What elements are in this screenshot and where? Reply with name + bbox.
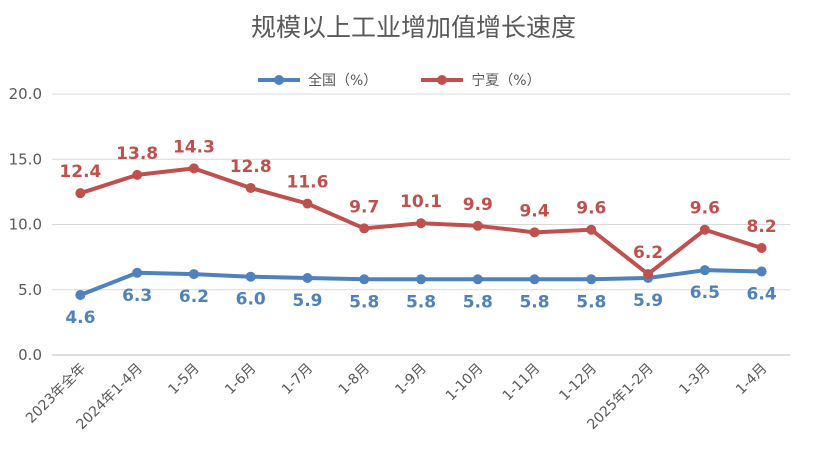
data-point-national [245,271,256,282]
data-label-national: 6.3 [122,286,152,306]
data-point-ningxia [132,169,143,180]
data-point-ningxia [586,224,597,235]
data-point-ningxia [643,269,654,280]
data-label-ningxia: 14.3 [173,137,215,157]
x-tick-label: 1-3月 [676,361,713,398]
data-label-national: 6.5 [690,283,720,303]
legend-item-national[interactable]: 全国（%） [258,70,377,90]
data-label-ningxia: 9.4 [519,201,549,221]
data-point-national [188,269,199,280]
data-point-national [586,274,597,285]
y-tick-label: 15.0 [9,150,42,168]
data-label-ningxia: 11.6 [286,173,328,193]
y-tick-label: 10.0 [9,216,42,234]
data-point-ningxia [699,224,710,235]
data-point-national [75,289,86,300]
x-tick-label: 1-8月 [336,361,373,398]
data-point-ningxia [529,227,540,238]
data-label-ningxia: 8.2 [747,217,777,237]
legend-label-ningxia: 宁夏（%） [471,73,541,89]
data-point-ningxia [188,163,199,174]
data-label-national: 5.9 [292,291,322,311]
data-label-national: 6.0 [236,290,266,310]
data-point-national [756,266,767,277]
data-point-ningxia [756,242,767,253]
data-point-national [699,265,710,276]
legend-item-ningxia[interactable]: 宁夏（%） [421,70,541,90]
data-label-ningxia: 6.2 [633,243,663,263]
data-label-national: 6.2 [179,287,209,307]
data-point-ningxia [416,218,426,229]
data-label-national: 4.6 [65,308,95,328]
data-label-national: 5.9 [633,291,663,311]
data-label-national: 5.8 [406,292,436,312]
data-point-national [529,274,540,285]
data-point-ningxia [359,223,370,234]
x-tick-label: 1-9月 [392,361,429,398]
data-label-ningxia: 9.9 [463,195,493,215]
x-tick-label: 1-4月 [733,361,770,398]
x-tick-label: 1-10月 [443,361,487,405]
data-point-ningxia [472,220,483,231]
y-tick-label: 20.0 [9,85,42,103]
data-label-ningxia: 12.4 [59,162,101,182]
data-label-national: 6.4 [747,284,777,304]
legend-label-national: 全国（%） [308,73,378,89]
data-label-national: 5.8 [519,292,549,312]
data-point-ningxia [75,188,86,199]
data-point-ningxia [245,182,256,193]
data-label-national: 5.8 [576,292,606,312]
legend-marker-ningxia [421,73,464,87]
data-label-ningxia: 10.1 [400,192,442,212]
data-point-national [132,267,143,278]
x-tick-label: 1-7月 [279,361,316,398]
chart-title: 规模以上工业增加值增长速度 [250,13,576,42]
y-tick-label: 0.0 [18,346,42,364]
data-point-national [302,273,313,284]
y-tick-label: 5.0 [18,281,42,299]
legend: 全国（%） 宁夏（%） [258,70,585,90]
data-point-national [416,274,426,285]
x-tick-label: 1-12月 [556,361,600,405]
data-point-national [359,274,370,285]
data-label-ningxia: 9.6 [690,199,720,219]
data-label-ningxia: 9.7 [349,197,379,217]
data-point-ningxia [302,198,313,209]
x-tick-label: 1-6月 [222,361,259,398]
data-point-national [472,274,483,285]
data-label-national: 5.8 [349,292,379,312]
x-tick-label: 1-5月 [165,361,202,398]
data-label-ningxia: 12.8 [230,157,272,177]
legend-marker-national [258,73,300,87]
data-label-ningxia: 13.8 [116,144,158,164]
data-label-national: 5.8 [463,292,493,312]
data-label-ningxia: 9.6 [576,199,606,219]
x-tick-label: 1-11月 [500,361,544,405]
